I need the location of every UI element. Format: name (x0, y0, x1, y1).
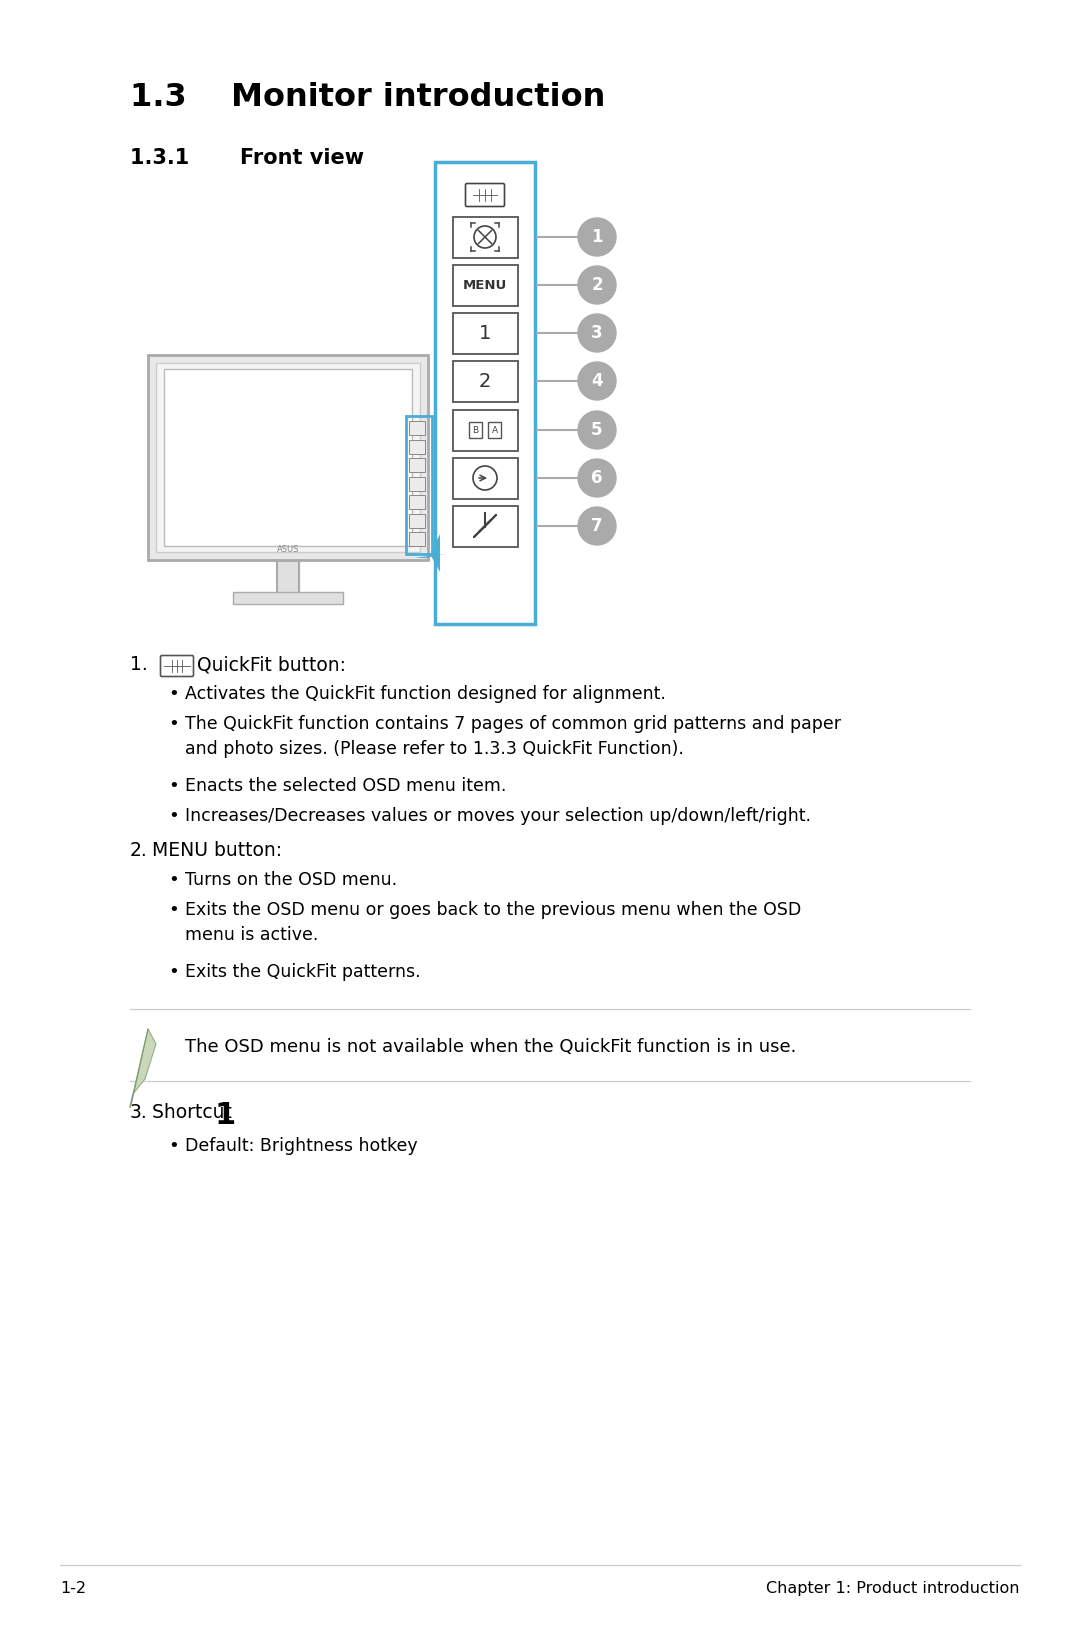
Text: 1: 1 (591, 228, 603, 246)
FancyBboxPatch shape (469, 421, 482, 438)
Text: ASUS: ASUS (276, 545, 299, 555)
Polygon shape (426, 534, 440, 573)
Text: 6: 6 (591, 469, 603, 486)
FancyBboxPatch shape (148, 355, 428, 560)
Text: •: • (168, 778, 179, 796)
Text: Chapter 1: Product introduction: Chapter 1: Product introduction (767, 1581, 1020, 1596)
Text: •: • (168, 685, 179, 703)
Text: The OSD menu is not available when the QuickFit function is in use.: The OSD menu is not available when the Q… (185, 1038, 796, 1056)
Text: •: • (168, 963, 179, 981)
Circle shape (578, 265, 616, 304)
FancyBboxPatch shape (453, 410, 517, 451)
Text: Default: Brightness hotkey: Default: Brightness hotkey (185, 1137, 418, 1155)
FancyBboxPatch shape (453, 361, 517, 402)
Text: Activates the QuickFit function designed for alignment.: Activates the QuickFit function designed… (185, 685, 666, 703)
Text: QuickFit button:: QuickFit button: (197, 656, 346, 674)
FancyBboxPatch shape (409, 439, 426, 454)
Text: Shortcut: Shortcut (152, 1103, 238, 1123)
Text: •: • (168, 807, 179, 825)
Text: 5: 5 (591, 421, 603, 439)
FancyBboxPatch shape (453, 312, 517, 353)
FancyBboxPatch shape (409, 514, 426, 527)
Text: 4: 4 (591, 373, 603, 390)
Text: •: • (168, 901, 179, 919)
FancyBboxPatch shape (409, 495, 426, 509)
Circle shape (578, 459, 616, 496)
Text: 2: 2 (478, 371, 491, 390)
Text: menu is active.: menu is active. (185, 926, 319, 944)
FancyBboxPatch shape (409, 477, 426, 491)
FancyBboxPatch shape (409, 459, 426, 472)
FancyBboxPatch shape (156, 363, 420, 552)
FancyBboxPatch shape (435, 163, 535, 625)
Text: Exits the QuickFit patterns.: Exits the QuickFit patterns. (185, 963, 420, 981)
Circle shape (578, 508, 616, 545)
Text: Increases/Decreases values or moves your selection up/down/left/right.: Increases/Decreases values or moves your… (185, 807, 811, 825)
FancyBboxPatch shape (465, 184, 504, 207)
Text: •: • (168, 714, 179, 734)
Text: A: A (491, 426, 498, 434)
Text: 2: 2 (591, 277, 603, 294)
Polygon shape (414, 555, 445, 558)
Circle shape (578, 218, 616, 255)
Text: •: • (168, 1137, 179, 1155)
Text: 1.: 1. (130, 656, 148, 674)
Text: MENU button:: MENU button: (152, 841, 282, 861)
Text: B: B (472, 426, 478, 434)
Text: 1: 1 (478, 324, 491, 343)
Circle shape (578, 314, 616, 351)
Polygon shape (133, 1028, 156, 1093)
Text: 3.: 3. (130, 1103, 148, 1123)
Text: 1: 1 (215, 1101, 237, 1131)
FancyBboxPatch shape (409, 532, 426, 547)
Text: 1-2: 1-2 (60, 1581, 86, 1596)
FancyBboxPatch shape (453, 216, 517, 257)
Text: The QuickFit function contains 7 pages of common grid patterns and paper: The QuickFit function contains 7 pages o… (185, 714, 841, 734)
FancyBboxPatch shape (233, 592, 343, 604)
Text: Turns on the OSD menu.: Turns on the OSD menu. (185, 870, 397, 888)
Text: Exits the OSD menu or goes back to the previous menu when the OSD: Exits the OSD menu or goes back to the p… (185, 901, 801, 919)
Text: 3: 3 (591, 324, 603, 342)
FancyBboxPatch shape (453, 506, 517, 547)
FancyBboxPatch shape (488, 421, 501, 438)
FancyBboxPatch shape (161, 656, 193, 677)
Circle shape (578, 412, 616, 449)
Text: •: • (168, 870, 179, 888)
Circle shape (578, 361, 616, 400)
FancyBboxPatch shape (409, 421, 426, 434)
Text: Enacts the selected OSD menu item.: Enacts the selected OSD menu item. (185, 778, 507, 796)
FancyBboxPatch shape (164, 369, 411, 547)
Text: 2.: 2. (130, 841, 148, 861)
Text: 7: 7 (591, 517, 603, 535)
Text: and photo sizes. (Please refer to 1.3.3 QuickFit Function).: and photo sizes. (Please refer to 1.3.3 … (185, 740, 684, 758)
FancyBboxPatch shape (453, 457, 517, 498)
Text: 1.3    Monitor introduction: 1.3 Monitor introduction (130, 81, 606, 112)
FancyBboxPatch shape (453, 265, 517, 306)
Text: 1.3.1       Front view: 1.3.1 Front view (130, 148, 364, 168)
Text: MENU: MENU (463, 278, 508, 291)
